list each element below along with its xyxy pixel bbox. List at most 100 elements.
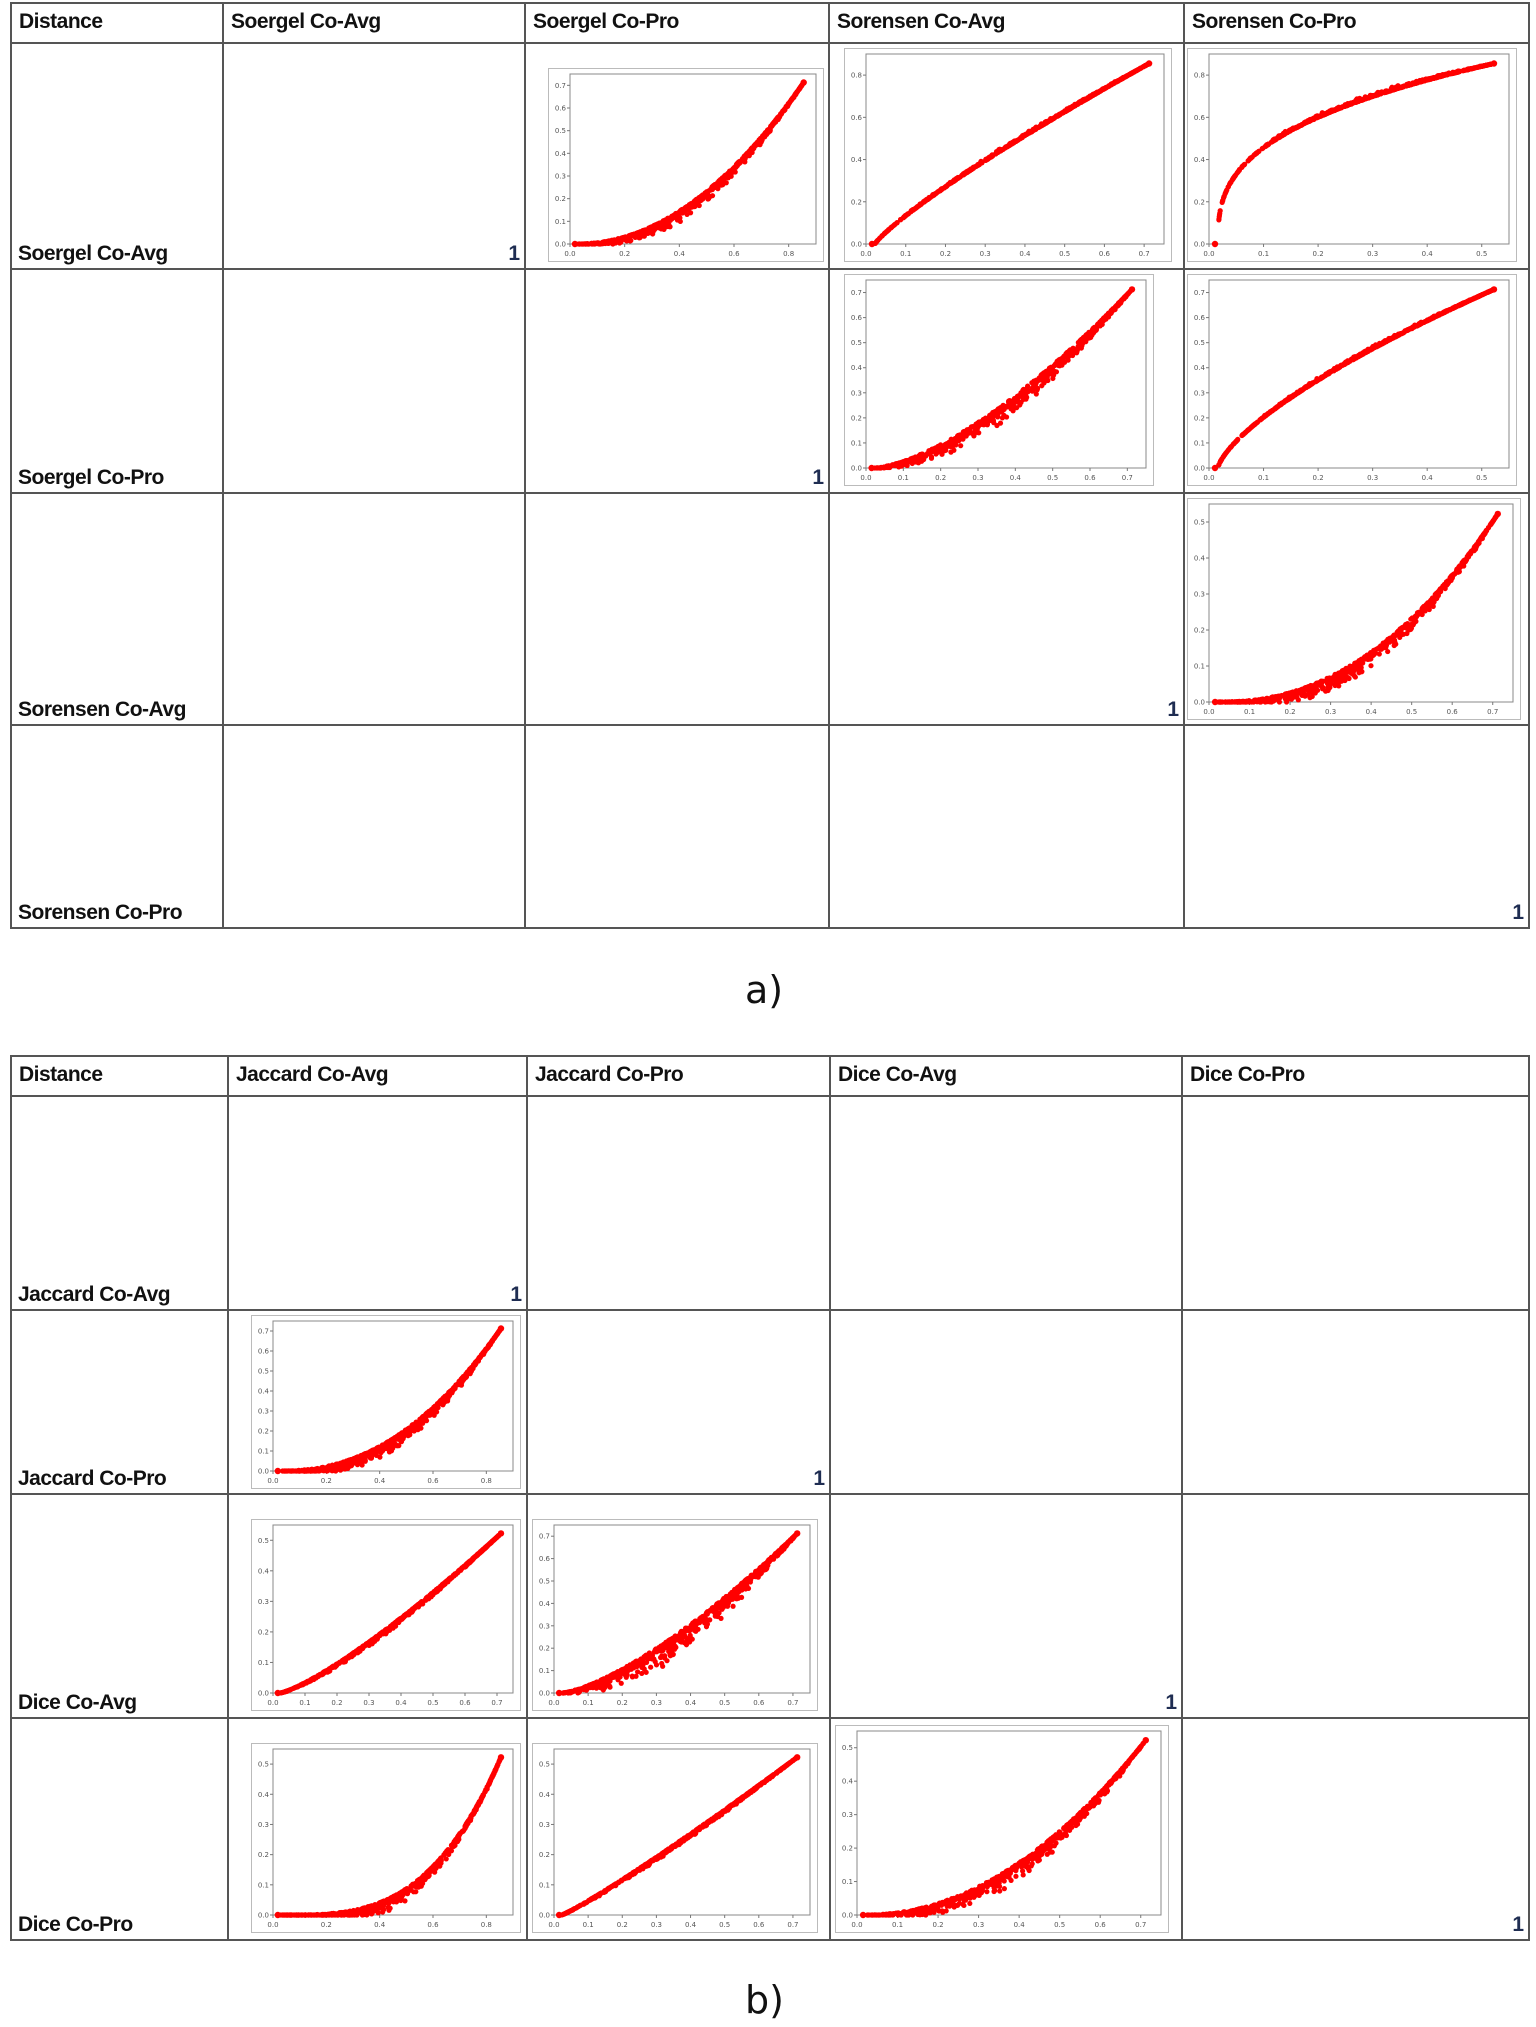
scatter-plot: 0.0 0.2 0.4 0.6 0.80.00.10.20.30.40.50.60.7 [548,68,824,262]
data-point [908,208,914,214]
y-tick-label: 0.6 [851,114,863,122]
data-point [1211,240,1219,248]
data-point [1485,289,1491,295]
data-point [1468,65,1474,72]
data-point [321,1465,328,1471]
data-point [1050,375,1056,382]
data-point [1307,382,1313,388]
y-tick-label: 0.4 [1194,555,1206,563]
y-tick-label: 0.0 [1194,699,1205,707]
x-tick-label: 0.5 [1047,474,1058,482]
data-point [1350,356,1356,362]
data-point [599,241,606,247]
data-point [688,204,695,210]
data-point [710,183,716,189]
data-point [580,241,586,247]
data-point [1241,162,1247,168]
data-point [1145,60,1153,67]
data-point [1128,286,1136,293]
matrix-cell: 1 [1183,724,1530,929]
data-point [1332,682,1338,689]
data-point [975,420,981,426]
data-point [1288,696,1295,702]
data-point [964,431,970,437]
data-point [1350,99,1356,106]
data-point [661,224,667,231]
y-tick-label: 0.2 [1194,414,1205,422]
data-point [1277,401,1283,407]
data-point [1048,371,1054,377]
scatter-points [278,1531,504,1696]
data-point [1057,111,1063,118]
data-point [1443,308,1449,314]
data-point [1258,416,1264,422]
data-point [446,1389,453,1395]
data-point [1216,462,1222,468]
x-tick-label: 0.2 [1313,474,1324,482]
matrix-cell [828,724,1185,929]
y-tick-label: 0.2 [851,414,862,422]
scatter-plot: 0.0 0.1 0.2 0.3 0.4 0.5 0.6 0.70.00.10.20.30.40… [844,274,1154,486]
row-header-label: Soergel Co-Avg [18,242,168,265]
data-point [1101,317,1107,324]
data-point [388,1444,394,1450]
col-header-label: Dice Co-Avg [838,1063,957,1086]
matrix-cell [1181,1095,1530,1311]
data-point [1251,422,1257,428]
y-tick-label: 0.3 [555,173,566,181]
scatter-plot: 0.0 0.2 0.4 0.6 0.80.00.10.20.30.40.50.60.7 [251,1315,521,1489]
y-tick-label: 0.4 [1194,364,1206,372]
data-point [1494,510,1501,518]
y-tick-label: 0.1 [258,1659,269,1667]
y-tick-label: 0.1 [1194,439,1205,447]
y-tick-label: 0.2 [258,1428,269,1436]
data-point [370,1449,376,1455]
data-point [1002,145,1008,151]
row-header: Sorensen Co-Avg [10,492,224,726]
x-tick-label: 0.3 [972,474,983,482]
x-tick-label: 0.0 [267,1477,278,1485]
col-header-label: Sorensen Co-Avg [837,10,1005,33]
data-point [1385,648,1391,655]
scatter-plot: 0.0 0.1 0.2 0.3 0.4 0.50.00.20.40.60.8 [1187,48,1517,262]
data-point [1346,675,1352,682]
data-point [1424,605,1430,611]
x-tick-label: 0.1 [1244,708,1255,716]
distance-matrix-b: Distance Jaccard Co-Avg Jaccard Co-Pro D… [10,1055,1530,1941]
row-header: Jaccard Co-Avg [10,1095,229,1311]
matrix-cell: 1 [526,1309,831,1495]
data-point [1481,63,1487,69]
plot-area [1208,503,1514,703]
x-tick-label: 0.0 [1203,250,1214,258]
data-point [401,1430,407,1436]
y-tick-label: 0.4 [258,1388,270,1396]
data-point [905,211,911,217]
data-point [1434,595,1440,601]
data-point [341,1460,347,1466]
data-point [591,241,597,247]
data-point [1374,342,1380,348]
data-point [1108,307,1114,314]
matrix-cell: 0.0 0.1 0.2 0.3 0.4 0.5 0.6 0.7 0.0 0.2 0.4 0.6 0.8 [828,42,1185,270]
data-point [674,217,680,223]
x-tick-label: 0.5 [1059,250,1070,258]
y-tick-label: 0.3 [258,1408,269,1416]
data-point [928,449,934,455]
data-point [1271,697,1277,703]
data-point [1428,596,1435,603]
data-point [1312,681,1319,687]
data-point [1369,346,1375,352]
data-point [1225,184,1231,190]
data-point [885,228,891,234]
data-point [1012,138,1018,144]
matrix-cell: 1 [524,268,830,494]
y-tick-label: 0.3 [851,389,862,397]
data-point [1078,345,1084,351]
col-header: Sorensen Co-Avg [828,2,1185,44]
scatter-plot: 0.0 0.1 0.2 0.3 0.4 0.5 0.6 0.70.00.10.20.30.40… [251,1519,521,1711]
y-tick-label: 0.7 [851,289,862,297]
data-point [1017,136,1023,142]
plot-frame [548,68,824,262]
data-point [1278,132,1284,139]
matrix-cell [524,492,830,726]
